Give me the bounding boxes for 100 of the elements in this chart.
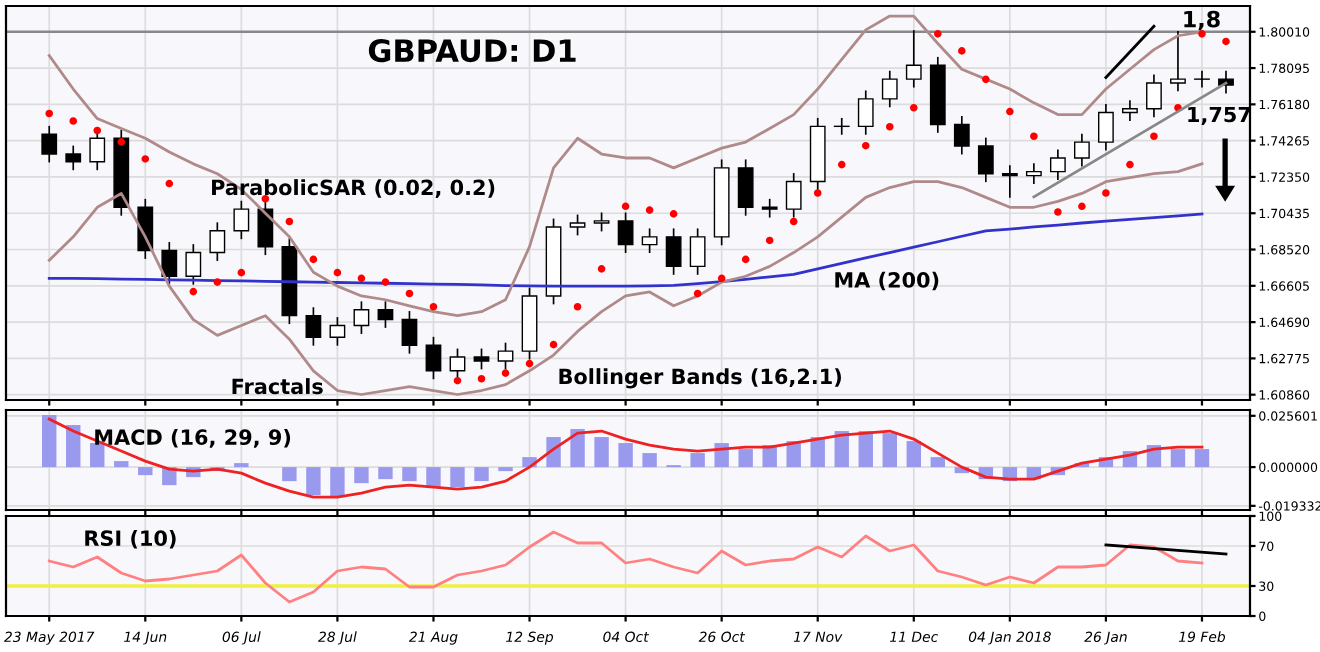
candlestick	[401, 311, 418, 354]
candlestick	[617, 212, 634, 254]
candlestick	[305, 307, 322, 346]
point	[141, 155, 150, 163]
point	[1102, 189, 1110, 197]
candlestick	[185, 244, 202, 285]
point	[693, 289, 702, 298]
bar	[834, 431, 849, 468]
point	[525, 359, 534, 368]
point	[934, 30, 942, 38]
candlestick	[689, 228, 706, 275]
point	[909, 103, 918, 112]
point	[861, 141, 870, 150]
bar	[474, 467, 489, 482]
candlestick	[737, 159, 754, 216]
bar	[594, 437, 609, 468]
candlestick	[1025, 163, 1042, 185]
candlestick	[1073, 133, 1090, 167]
line-series	[47, 212, 1204, 288]
candlestick	[1098, 104, 1114, 151]
point	[381, 278, 390, 286]
candlestick	[641, 228, 658, 254]
bar	[306, 467, 321, 496]
point	[549, 340, 558, 349]
candlestick	[425, 336, 442, 380]
candlestick	[905, 30, 922, 88]
annotation: RSI (10)	[85, 529, 176, 549]
point	[405, 289, 414, 298]
point	[285, 217, 294, 226]
point	[93, 126, 102, 135]
point	[1222, 37, 1230, 46]
annotation: 1,757	[1188, 106, 1251, 126]
bar	[114, 461, 129, 468]
candlestick	[665, 228, 682, 275]
bar	[930, 457, 945, 468]
point	[1150, 132, 1158, 140]
bar	[282, 467, 297, 482]
point	[453, 376, 462, 385]
text: GBPAUD: D1	[368, 39, 576, 63]
candlestick	[1170, 30, 1186, 92]
point	[69, 117, 78, 125]
candlestick	[89, 129, 106, 171]
bar	[354, 467, 369, 484]
candlestick	[161, 242, 178, 285]
point	[117, 138, 126, 146]
point	[765, 236, 774, 245]
point	[429, 302, 438, 311]
point	[309, 255, 318, 264]
line-series	[47, 162, 1204, 396]
candlestick	[857, 90, 874, 135]
candlestick	[41, 125, 58, 163]
candlestick	[569, 214, 586, 236]
bar	[426, 467, 441, 488]
candlestick	[1049, 149, 1066, 181]
candlestick	[377, 301, 394, 328]
point	[621, 202, 630, 211]
candlestick	[1001, 165, 1018, 198]
annotation: Fractals	[232, 378, 323, 395]
point	[237, 268, 246, 277]
candlestick	[1194, 70, 1210, 88]
point	[741, 255, 750, 264]
point	[1174, 103, 1182, 112]
point	[1078, 202, 1086, 211]
bar	[138, 467, 153, 476]
point	[477, 374, 486, 383]
bar	[450, 467, 465, 488]
candlestick	[353, 301, 370, 334]
bar	[42, 415, 57, 468]
point	[597, 265, 606, 273]
candlestick	[977, 137, 994, 183]
point	[189, 287, 198, 296]
bar	[882, 433, 897, 468]
ref-line-label: 1,8	[1184, 10, 1220, 31]
line-series	[47, 530, 1204, 604]
candlestick	[881, 70, 898, 108]
candlestick	[209, 222, 226, 261]
candlestick	[329, 317, 346, 346]
point	[1054, 208, 1062, 216]
annotation: Bollinger Bands (16,2.1)	[559, 368, 841, 389]
bar	[738, 449, 753, 468]
annotation: ParabolicSAR (0.02, 0.2)	[212, 179, 495, 198]
candlestick	[785, 173, 802, 218]
point	[357, 274, 366, 283]
candlestick	[473, 348, 490, 370]
line-series	[47, 417, 1204, 499]
candlestick	[761, 198, 778, 218]
point	[213, 278, 222, 286]
point	[45, 109, 54, 118]
point	[501, 369, 510, 377]
bar	[402, 467, 417, 482]
point	[813, 189, 822, 197]
point	[717, 274, 726, 283]
candlestick	[233, 200, 250, 240]
bar	[90, 443, 105, 468]
point	[789, 217, 798, 226]
point	[837, 160, 846, 169]
bar	[378, 467, 393, 480]
annotation: MA (200)	[835, 271, 939, 291]
annotation: MACD (16, 29, 9)	[95, 428, 291, 448]
point	[333, 268, 342, 277]
